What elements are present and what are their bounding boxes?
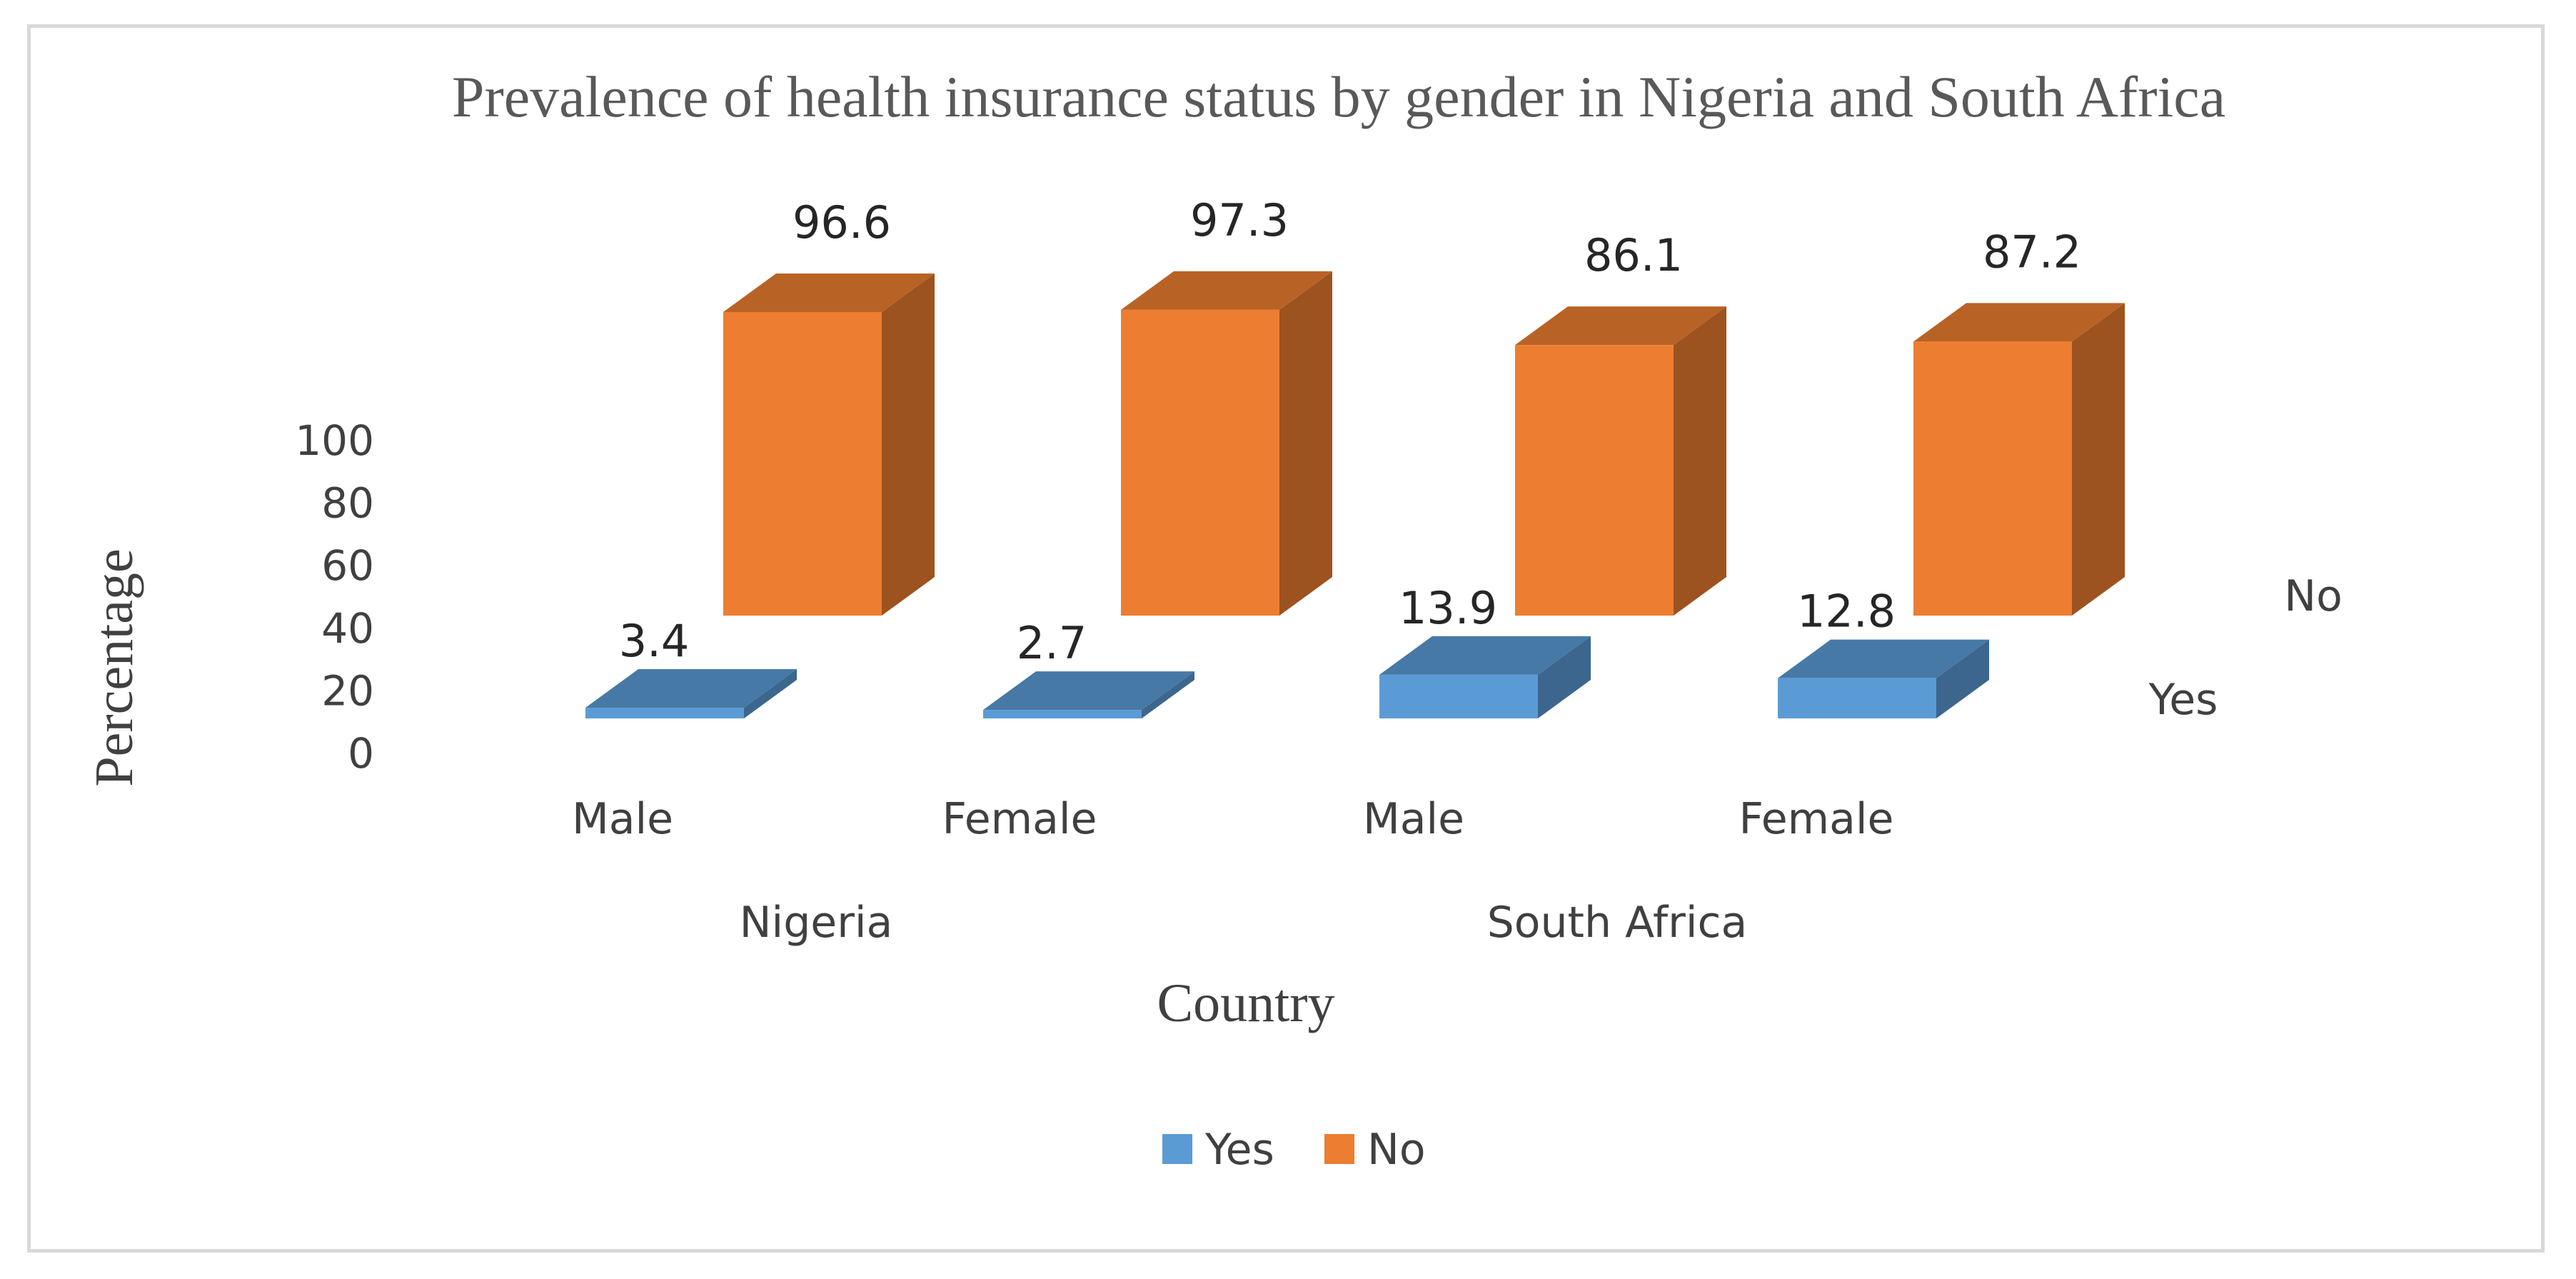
group-labels: Nigeria South Africa: [740, 898, 1748, 948]
category-label: Female: [942, 794, 1097, 844]
bar-no-front: [1913, 341, 2072, 616]
bar-yes-top: [1379, 636, 1591, 675]
bar-yes-top: [983, 671, 1194, 711]
bar-yes-front: [1379, 674, 1538, 718]
bar-no-top: [723, 273, 935, 312]
bar-no-front: [723, 311, 882, 616]
legend-label-yes: Yes: [1204, 1125, 1274, 1175]
bar-yes-side: [1142, 671, 1194, 718]
data-labels: 96.6 97.3 86.1 87.2 3.4 2.7 13.9 12.8: [619, 194, 2081, 669]
data-label-yes: 2.7: [1017, 617, 1087, 669]
bar-no-front: [1121, 309, 1279, 616]
y-tick-label: 20: [321, 666, 374, 715]
category-label: Male: [1363, 794, 1464, 844]
bar-no-side: [1279, 271, 1332, 616]
legend-label-no: No: [1367, 1125, 1426, 1175]
bar-yes-side: [1538, 636, 1591, 718]
data-label-no: 96.6: [793, 196, 891, 249]
category-label: Female: [1739, 794, 1894, 844]
y-tick-label: 40: [321, 604, 374, 653]
bar-yes-top: [585, 669, 797, 708]
chart-title: Prevalence of health insurance status by…: [452, 64, 2225, 129]
bar-no-top: [1913, 303, 2125, 342]
bars: [585, 271, 2125, 718]
bar-no: [1913, 303, 2125, 616]
bar-no-top: [1121, 271, 1332, 310]
bar-yes: [1778, 639, 1989, 718]
bar-yes: [983, 671, 1194, 718]
bar-yes-front: [983, 710, 1142, 718]
legend-swatch-no: [1324, 1134, 1354, 1164]
y-tick-label: 100: [295, 416, 374, 465]
group-label: South Africa: [1487, 898, 1748, 948]
bar-yes-front: [585, 708, 744, 718]
bar-no-top: [1515, 306, 1726, 346]
data-label-no: 86.1: [1584, 229, 1683, 281]
data-label-yes: 3.4: [619, 615, 690, 667]
depth-axis-label: Yes: [2148, 675, 2218, 725]
bar-yes-side: [744, 669, 797, 718]
depth-axis-labels: No Yes: [2148, 571, 2343, 725]
category-label: Male: [572, 794, 673, 844]
x-axis-title: Country: [1157, 973, 1334, 1033]
data-label-no: 97.3: [1190, 194, 1289, 246]
y-tick-label: 0: [348, 729, 374, 778]
data-label-yes: 13.9: [1399, 582, 1497, 634]
bar-no-side: [882, 273, 935, 616]
bar-no-side: [2072, 303, 2125, 616]
y-tick-label: 60: [321, 541, 374, 590]
bar-no: [723, 273, 935, 616]
bar-no: [1121, 271, 1332, 616]
bar-yes: [585, 669, 797, 718]
data-label-no: 87.2: [1983, 226, 2081, 278]
category-labels: Male Female Male Female: [572, 794, 1894, 844]
bar-no-front: [1515, 345, 1674, 616]
group-label: Nigeria: [740, 898, 893, 948]
depth-axis-label: No: [2284, 571, 2343, 621]
legend-swatch-yes: [1162, 1134, 1192, 1164]
y-axis-ticks: 0 20 40 60 80 100: [295, 416, 374, 778]
y-tick-label: 80: [321, 479, 374, 528]
bar-yes-side: [1936, 639, 1989, 718]
bar-no: [1515, 306, 1726, 616]
bar-yes: [1379, 636, 1591, 718]
y-axis-title: Percentage: [84, 548, 144, 786]
bar-no-side: [1674, 306, 1726, 616]
bar-yes-top: [1778, 639, 1989, 678]
data-label-yes: 12.8: [1797, 586, 1896, 638]
chart-frame: [27, 24, 2545, 1253]
legend: Yes No: [1162, 1125, 1426, 1175]
bar-yes-front: [1778, 678, 1936, 718]
